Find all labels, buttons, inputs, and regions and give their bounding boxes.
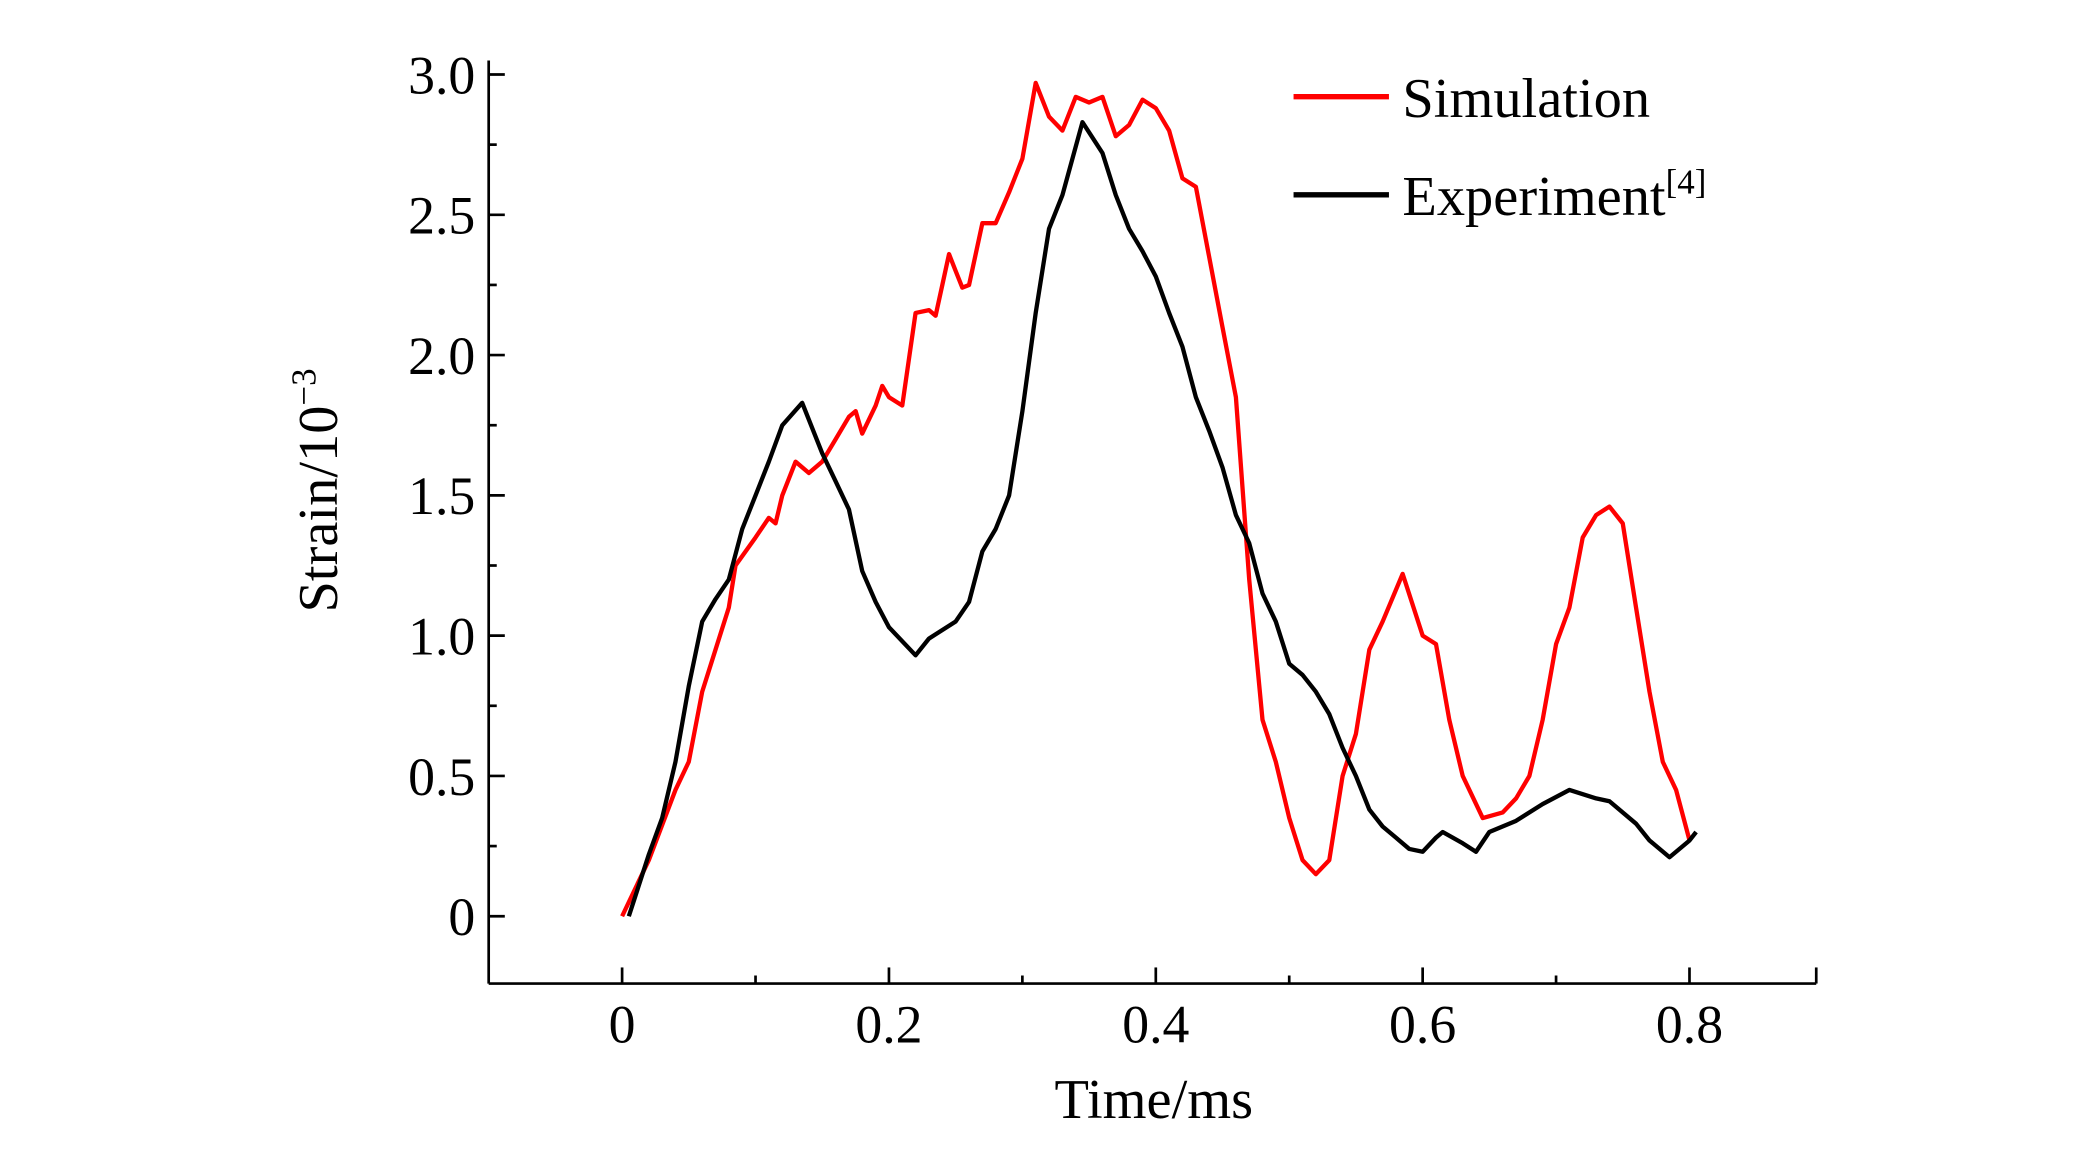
- legend-label-text: Simulation: [1402, 68, 1650, 130]
- y-axis-label: Strain/10−3: [284, 368, 349, 612]
- x-tick-label: 0.6: [1389, 995, 1456, 1055]
- y-axis-label-exponent: −3: [284, 368, 323, 405]
- x-axis-label: Time/ms: [1055, 1069, 1254, 1131]
- y-axis-label-base: Strain/10: [288, 406, 350, 613]
- x-tick-label: 0: [609, 995, 636, 1055]
- series-layer: [620, 80, 1698, 918]
- legend-label-sup: [4]: [1666, 162, 1707, 201]
- legend-label-experiment: Experiment[4]: [1402, 162, 1706, 227]
- series-line-experiment: [626, 119, 1698, 917]
- x-tick-label: 0.4: [1122, 995, 1189, 1055]
- y-tick-label: 1.5: [408, 466, 475, 526]
- x-tick-label: 0.8: [1656, 995, 1723, 1055]
- legend-label-simulation: Simulation: [1402, 68, 1650, 130]
- ticks: 0 0.5 1.0 1.5 2.0 2.5 3.0 0 0.2 0.4 0.6 0.8: [408, 45, 1818, 1055]
- y-tick-label: 0: [448, 887, 475, 947]
- y-tick-label: 0.5: [408, 747, 475, 807]
- y-tick-label: 3.0: [408, 45, 475, 105]
- y-tick-label: 1.0: [408, 606, 475, 666]
- x-tick-label: 0.2: [855, 995, 922, 1055]
- y-tick-label: 2.5: [408, 186, 475, 246]
- y-tick-label: 2.0: [408, 326, 475, 386]
- legend: Simulation Experiment[4]: [1293, 68, 1706, 228]
- legend-label-text: Experiment: [1402, 166, 1666, 228]
